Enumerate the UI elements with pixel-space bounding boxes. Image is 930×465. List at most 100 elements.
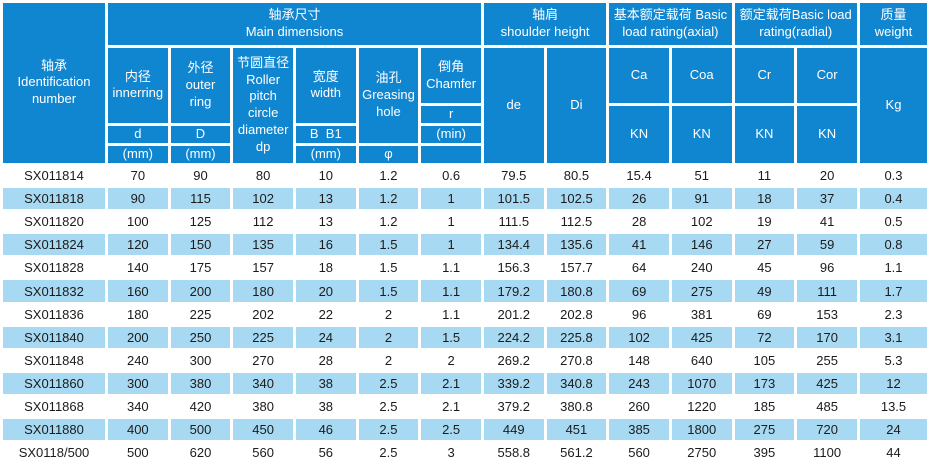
header-chamfer: 倒角 Chamfer xyxy=(418,45,484,106)
header-kn-coa: KN xyxy=(668,103,735,166)
value-cell: 340 xyxy=(105,393,171,419)
header-di: Di xyxy=(543,45,610,166)
header-main-dimensions: 轴承尺寸 Main dimensions xyxy=(105,0,484,48)
value-cell: 558.8 xyxy=(480,439,547,465)
value-cell: 46 xyxy=(292,416,359,442)
label-line: diameter xyxy=(237,122,289,138)
header-outer-ring: 外径 outer ring xyxy=(167,45,234,126)
value-cell: 105 xyxy=(731,347,798,373)
header-greasing-hole: 油孔 Greasing hole xyxy=(355,45,422,146)
table-body: SX011814 70 90 80 10 1.2 0.6 79.5 80.5 15.4 51 11 20… xyxy=(0,163,930,465)
value-cell: 270.8 xyxy=(543,347,610,373)
value-cell: 102 xyxy=(606,324,672,350)
value-cell: 485 xyxy=(794,393,860,419)
header-coa: Coa xyxy=(668,45,735,106)
value-cell: 260 xyxy=(606,393,672,419)
value-cell: 102 xyxy=(230,186,296,212)
value-cell: 112.5 xyxy=(543,209,610,235)
header-roller-pitch-diameter: 节圆直径 Roller pitch circle diameter dp xyxy=(230,45,296,166)
value-cell: 0.3 xyxy=(857,163,930,189)
value-cell: 380 xyxy=(167,370,234,396)
header-unit-mm-b: (mm) xyxy=(292,142,359,166)
value-cell: 185 xyxy=(731,393,798,419)
value-cell: 79.5 xyxy=(480,163,547,189)
value-cell: 146 xyxy=(668,232,735,258)
value-cell: 111 xyxy=(794,278,860,304)
value-cell: 1.1 xyxy=(857,255,930,281)
value-cell: 173 xyxy=(731,370,798,396)
label-line: 额定载荷Basic load xyxy=(739,7,852,23)
value-cell: 1 xyxy=(418,232,484,258)
value-cell: 1.7 xyxy=(857,278,930,304)
table-row: SX011848 240 300 270 28 2 2 269.2 270.8 148 640 105… xyxy=(0,347,930,373)
header-inner-ring: 内径 innerring xyxy=(105,45,171,126)
header-row-sub1: r KN KN KN KN xyxy=(2,103,929,166)
value-cell: 202.8 xyxy=(543,301,610,327)
header-weight: 质量 weight xyxy=(857,0,930,48)
value-cell: 22 xyxy=(292,301,359,327)
value-cell: 134.4 xyxy=(480,232,547,258)
label-line: 轴肩 xyxy=(532,7,559,23)
table-row: SX011814 70 90 80 10 1.2 0.6 79.5 80.5 15.4 51 11 20… xyxy=(0,163,930,189)
label-line: Identification xyxy=(17,74,91,90)
value-cell: 2.5 xyxy=(355,393,422,419)
value-cell: 120 xyxy=(105,232,171,258)
value-cell: 449 xyxy=(480,416,547,442)
bearing-id-cell: SX011814 xyxy=(0,163,108,189)
value-cell: 101.5 xyxy=(480,186,547,212)
value-cell: 1.5 xyxy=(355,232,422,258)
value-cell: 45 xyxy=(731,255,798,281)
value-cell: 24 xyxy=(857,416,930,442)
value-cell: 1100 xyxy=(794,439,860,465)
value-cell: 80.5 xyxy=(543,163,610,189)
value-cell: 140 xyxy=(105,255,171,281)
value-cell: 20 xyxy=(794,163,860,189)
value-cell: 560 xyxy=(230,439,296,465)
value-cell: 13 xyxy=(292,186,359,212)
bearing-id-cell: SX011840 xyxy=(0,324,108,350)
label-line: hole xyxy=(376,103,401,119)
value-cell: 380.8 xyxy=(543,393,610,419)
value-cell: 560 xyxy=(606,439,672,465)
value-cell: 180 xyxy=(230,278,296,304)
value-cell: 150 xyxy=(167,232,234,258)
label-line: Main dimensions xyxy=(245,24,344,39)
header-chamfer-spacer xyxy=(418,142,484,166)
bearing-id-cell: SX011824 xyxy=(0,232,108,258)
table-row: SX011832 160 200 180 20 1.5 1.1 179.2 180.8 69 275… xyxy=(0,278,930,304)
bearing-id-cell: SX011820 xyxy=(0,209,108,235)
header-load-rating-radial: 额定载荷Basic load rating(radial) xyxy=(731,0,861,48)
header-chamfer-r: r xyxy=(418,103,484,126)
label-line: 宽度 xyxy=(312,68,339,84)
value-cell: 180.8 xyxy=(543,278,610,304)
label-line: ring xyxy=(189,93,212,109)
value-cell: 240 xyxy=(105,347,171,373)
value-cell: 160 xyxy=(105,278,171,304)
value-cell: 112 xyxy=(230,209,296,235)
header-shoulder-height: 轴肩 shoulder height xyxy=(480,0,610,48)
value-cell: 2 xyxy=(355,324,422,350)
value-cell: 269.2 xyxy=(480,347,547,373)
value-cell: 451 xyxy=(543,416,610,442)
value-cell: 135.6 xyxy=(543,232,610,258)
header-symbol-D: D xyxy=(167,122,234,146)
value-cell: 2 xyxy=(355,347,422,373)
value-cell: 275 xyxy=(731,416,798,442)
value-cell: 240 xyxy=(668,255,735,281)
header-kg: Kg xyxy=(857,45,930,166)
header-row-sub2: d D B B1 (min) xyxy=(2,122,929,146)
value-cell: 243 xyxy=(606,370,672,396)
value-cell: 70 xyxy=(105,163,171,189)
label-line: Greasing xyxy=(362,86,415,102)
value-cell: 200 xyxy=(167,278,234,304)
value-cell: 69 xyxy=(731,301,798,327)
value-cell: 49 xyxy=(731,278,798,304)
label-line: 轴承尺寸 xyxy=(268,7,321,23)
value-cell: 19 xyxy=(731,209,798,235)
header-symbol-d: d xyxy=(105,122,171,146)
value-cell: 64 xyxy=(606,255,672,281)
value-cell: 379.2 xyxy=(480,393,547,419)
header-symbol-b-b1: B B1 xyxy=(292,122,359,146)
value-cell: 0.5 xyxy=(857,209,930,235)
